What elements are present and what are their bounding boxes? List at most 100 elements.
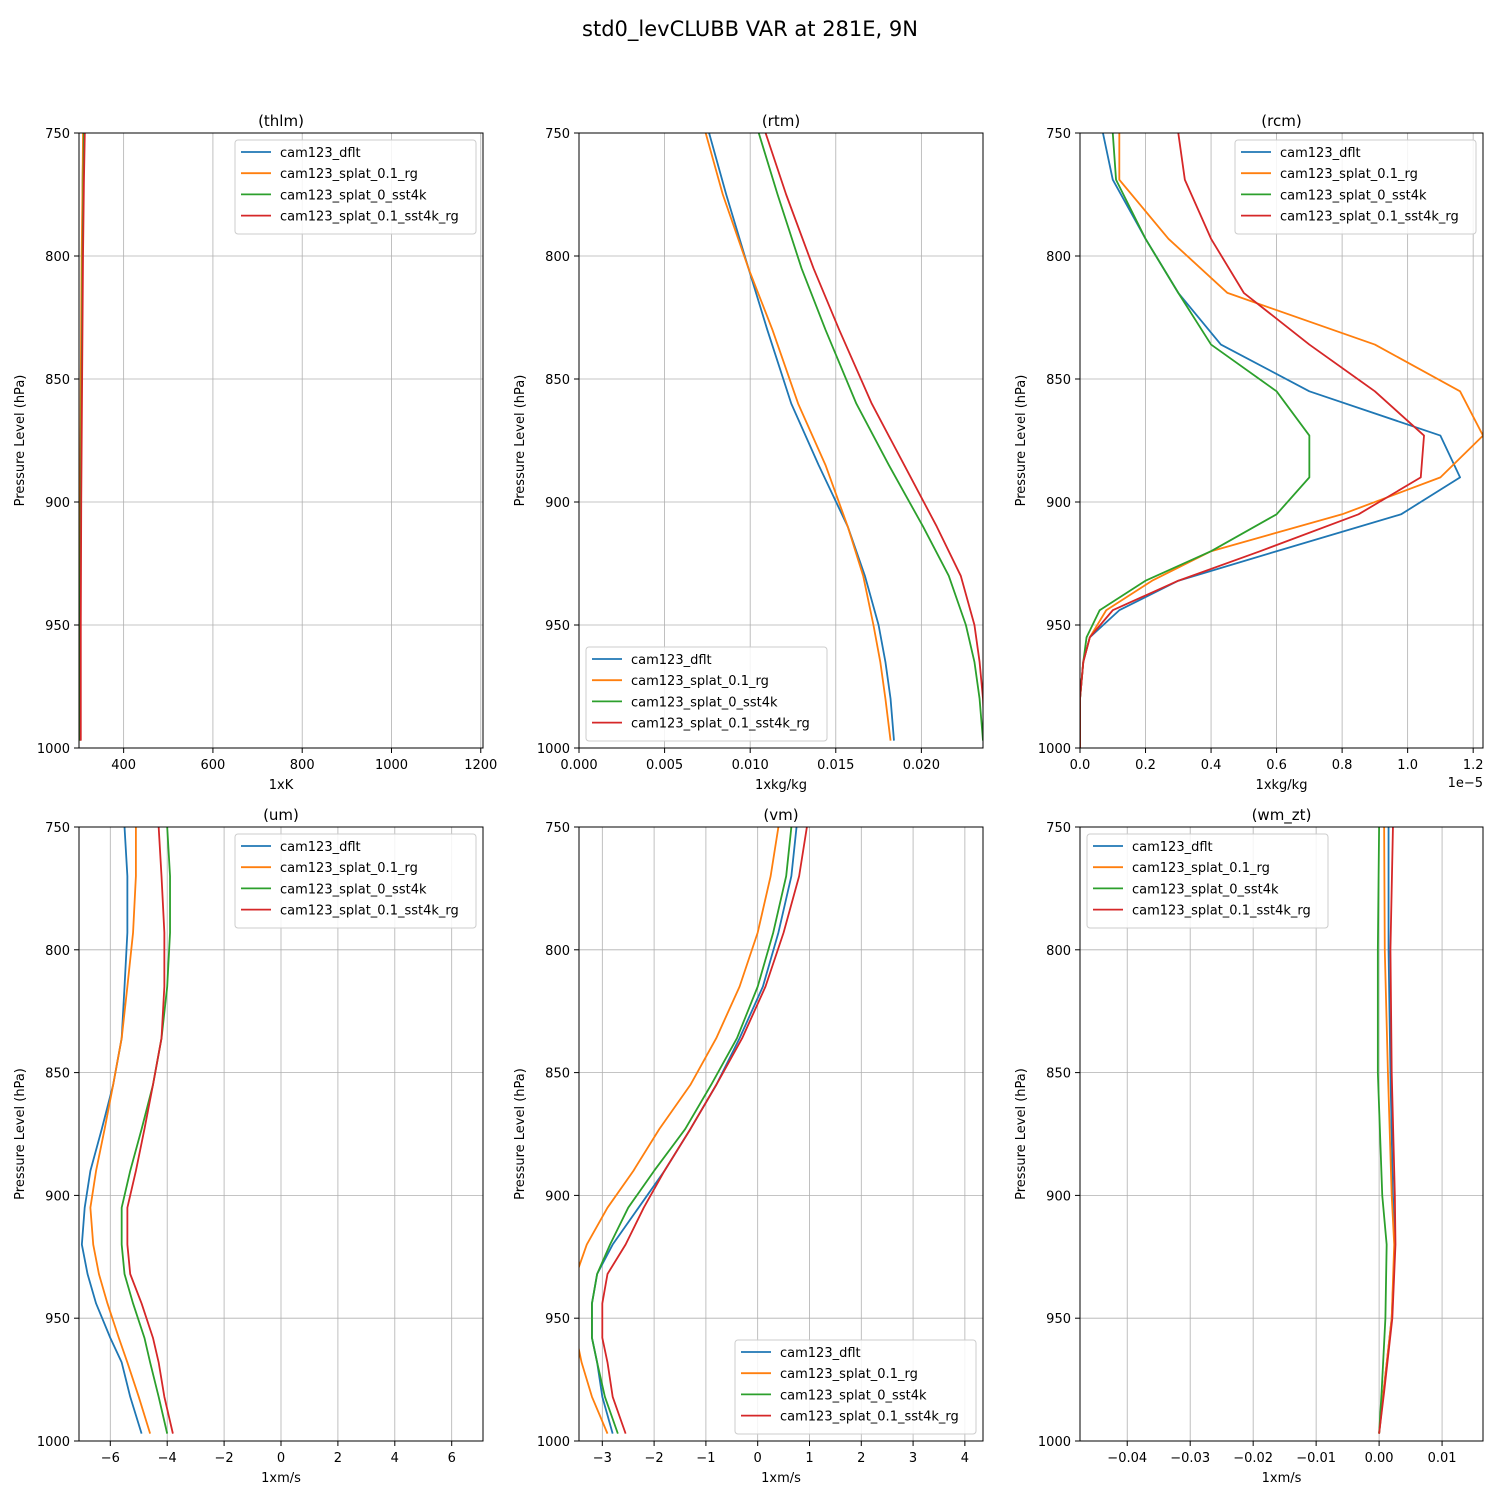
series-line-cam123_splat_0.1_sst4k_rg [601, 827, 808, 1434]
x-tick-label: 0.005 [646, 758, 683, 773]
x-tick-label: 1000 [375, 758, 408, 773]
series-line-cam123_splat_0.1_rg [89, 827, 151, 1434]
y-axis-label: Pressure Level (hPa) [1014, 375, 1029, 507]
legend: cam123_dflt cam123_splat_0.1_rg cam123_spl… [1234, 139, 1477, 235]
series-line-cam123_splat_0_sst4k [1376, 827, 1388, 1434]
legend-label: cam123_splat_0.1_rg [280, 167, 418, 182]
y-tick-label: 750 [545, 821, 570, 836]
x-axis-label: 1xm/s [761, 1471, 801, 1486]
x-tick-label: −2 [215, 1451, 234, 1466]
x-tick-label: 0.000 [560, 758, 597, 773]
y-tick-label: 750 [45, 821, 70, 836]
x-tick-label: 4 [961, 1451, 969, 1466]
series-group [579, 827, 808, 1434]
y-axis-label: Pressure Level (hPa) [13, 375, 28, 507]
y-tick-label: 850 [45, 1067, 70, 1082]
legend-label: cam123_dflt [280, 840, 361, 855]
y-tick-label: 900 [1046, 1189, 1071, 1204]
x-tick-label: 4 [391, 1451, 399, 1466]
y-tick-label: 750 [1046, 127, 1071, 142]
y-tick-label: 900 [545, 496, 570, 511]
x-tick-label: 0.2 [1135, 758, 1156, 773]
legend-label: cam123_splat_0.1_rg [780, 1367, 918, 1382]
subplot-um: −6 −4 −2 0 2 4 6 750 800 850 900 950 1000 (um) 1xm/s Pr… [13, 806, 484, 1486]
series-line-cam123_splat_0_sst4k [757, 133, 983, 741]
legend-label: cam123_dflt [780, 1346, 861, 1361]
y-tick-label: 800 [45, 250, 70, 265]
y-tick-label: 800 [545, 944, 570, 959]
y-tick-label: 950 [45, 1312, 70, 1327]
y-tick-label: 950 [545, 619, 570, 634]
x-axis-label: 1xm/s [261, 1471, 301, 1486]
y-tick-label: 950 [1046, 619, 1071, 634]
x-tick-label: 0.015 [817, 758, 854, 773]
y-tick-label: 850 [545, 1067, 570, 1082]
series-line-cam123_splat_0.1_rg [704, 133, 892, 741]
legend-frame [234, 833, 477, 929]
subplot-title: (um) [263, 806, 299, 824]
legend-frame [1086, 833, 1329, 929]
x-tick-label: 0.010 [732, 758, 769, 773]
legend-label: cam123_dflt [1280, 146, 1361, 161]
legend: cam123_dflt cam123_splat_0.1_rg cam123_spl… [585, 646, 828, 742]
x-tick-label: 3 [909, 1451, 917, 1466]
legend-label: cam123_splat_0.1_sst4k_rg [280, 210, 459, 225]
x-tick-label: 0 [754, 1451, 762, 1466]
legend-label: cam123_splat_0_sst4k [280, 188, 427, 203]
y-tick-label: 1000 [1038, 1435, 1071, 1450]
y-tick-label: 800 [1046, 250, 1071, 265]
x-tick-label: −1 [696, 1451, 715, 1466]
y-tick-label: 850 [45, 373, 70, 388]
x-tick-label: −2 [645, 1451, 664, 1466]
subplot-rcm: 0.0 0.2 0.4 0.6 0.8 1.0 1.2 750 800 850 900 950 1000… [1014, 112, 1484, 793]
x-tick-label: −0.01 [1296, 1451, 1336, 1466]
series-line-cam123_splat_0.1_sst4k_rg [764, 133, 983, 721]
x-axis-label: 1xm/s [1262, 1471, 1302, 1486]
x-tick-label: 0.0 [1070, 758, 1091, 773]
x-tick-label: 0.00 [1365, 1451, 1394, 1466]
legend-label: cam123_splat_0_sst4k [1280, 188, 1427, 203]
legend-label: cam123_splat_0.1_sst4k_rg [1132, 904, 1311, 919]
x-tick-label: −0.03 [1170, 1451, 1210, 1466]
y-axis-label: Pressure Level (hPa) [513, 1068, 528, 1200]
series-line-cam123_splat_0_sst4k [1080, 133, 1311, 748]
series-line-cam123_splat_0_sst4k [120, 827, 171, 1434]
subplot-title: (rtm) [762, 112, 800, 130]
legend-frame [585, 646, 828, 742]
x-tick-label: 1.2 [1463, 758, 1484, 773]
y-tick-label: 850 [1046, 373, 1071, 388]
x-axis-label: 1xK [269, 778, 294, 793]
axes-frame [578, 826, 984, 1442]
x-tick-label: 800 [290, 758, 315, 773]
y-tick-label: 750 [545, 127, 570, 142]
y-tick-label: 750 [45, 127, 70, 142]
subplot-thlm: 400 600 800 1000 1200 750 800 850 900 950 1000 (thl… [13, 112, 497, 793]
y-tick-label: 950 [45, 619, 70, 634]
legend-label: cam123_splat_0.1_rg [631, 674, 769, 689]
y-tick-label: 1000 [537, 1435, 570, 1450]
legend-label: cam123_splat_0.1_sst4k_rg [280, 904, 459, 919]
series-group [704, 133, 983, 741]
legend-label: cam123_dflt [1132, 840, 1213, 855]
axes-frame [78, 132, 484, 749]
legend-label: cam123_splat_0_sst4k [780, 1388, 927, 1403]
x-tick-label: 0.020 [903, 758, 940, 773]
subplot-rtm: 0.000 0.005 0.010 0.015 0.020 750 800 850 900 950… [513, 112, 984, 793]
legend-label: cam123_splat_0.1_rg [280, 861, 418, 876]
legend: cam123_dflt cam123_splat_0.1_rg cam123_spl… [1086, 833, 1329, 929]
x-tick-label: 600 [201, 758, 226, 773]
x-tick-label: −3 [593, 1451, 612, 1466]
x-tick-label: 2 [334, 1451, 342, 1466]
y-axis-label: Pressure Level (hPa) [13, 1068, 28, 1200]
legend-label: cam123_splat_0_sst4k [280, 882, 427, 897]
axes-frame [578, 132, 984, 749]
y-tick-label: 1000 [37, 742, 70, 757]
series-line-cam123_splat_0_sst4k [591, 827, 793, 1434]
y-tick-label: 900 [45, 1189, 70, 1204]
y-tick-label: 900 [1046, 496, 1071, 511]
x-tick-label: 0.6 [1266, 758, 1287, 773]
y-tick-label: 900 [45, 496, 70, 511]
x-tick-label: 0.4 [1201, 758, 1222, 773]
legend-label: cam123_splat_0.1_rg [1280, 167, 1418, 182]
